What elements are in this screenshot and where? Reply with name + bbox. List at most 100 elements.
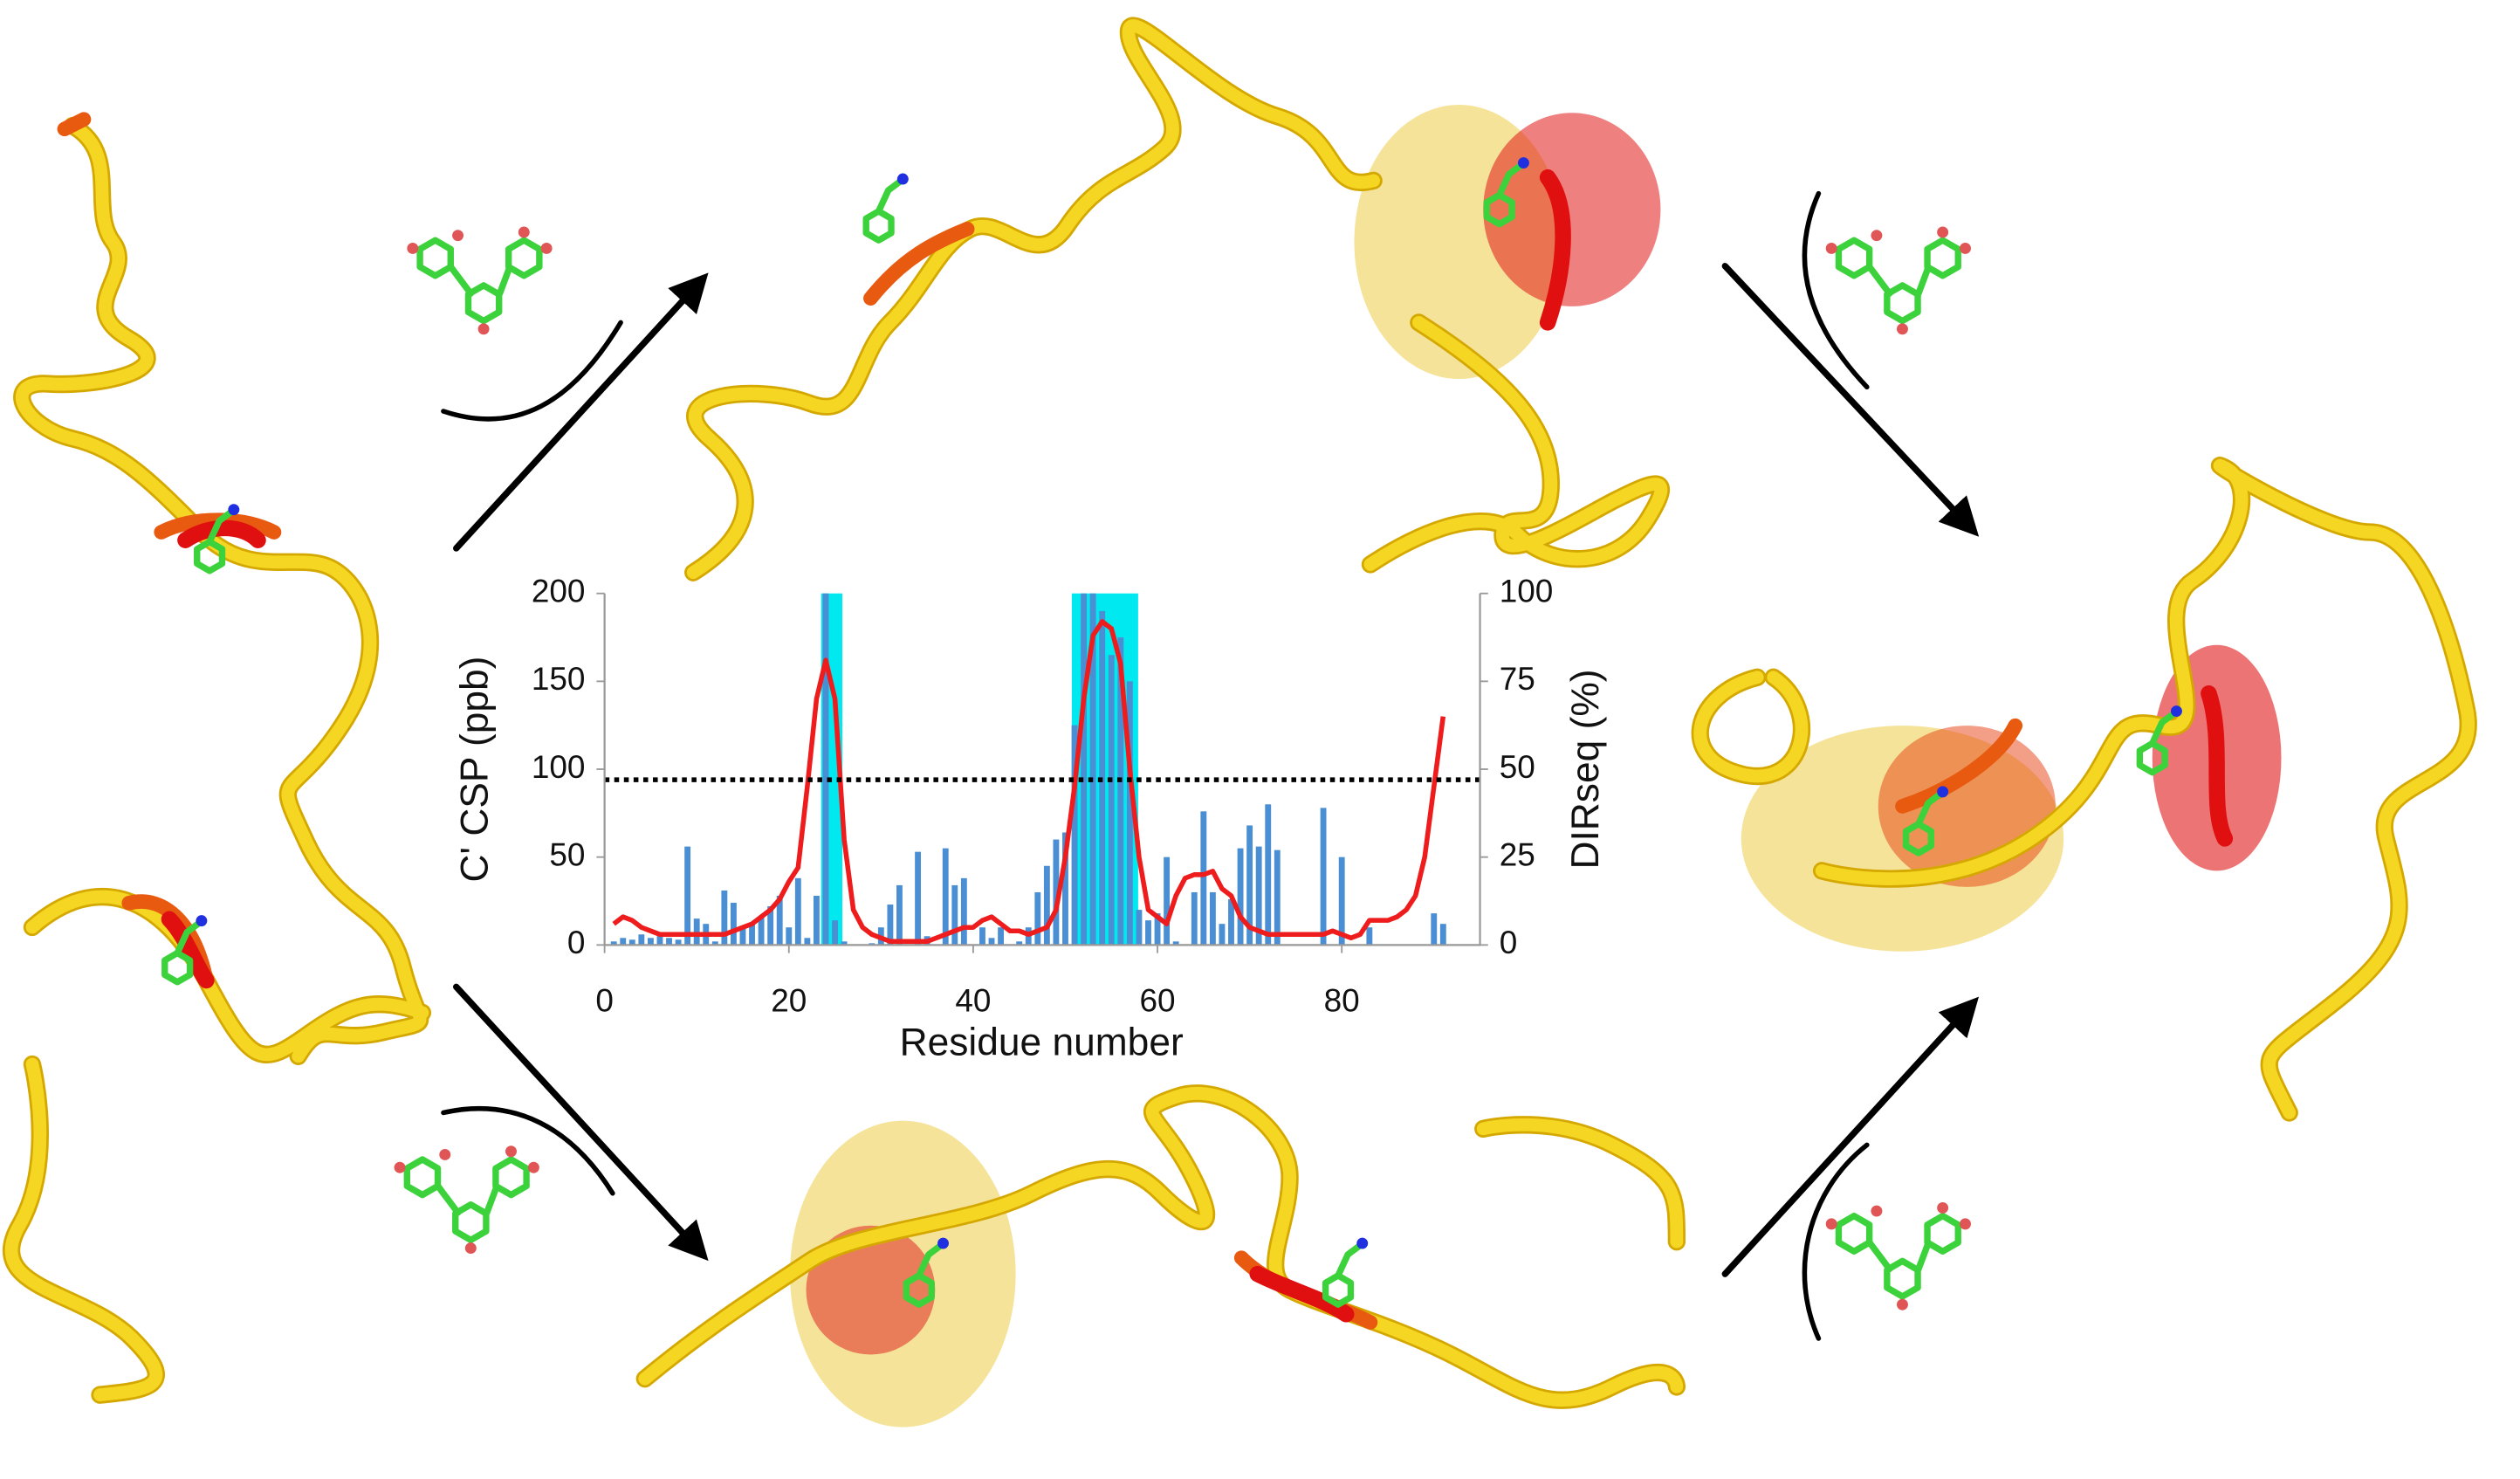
ring	[1902, 821, 1935, 856]
bar	[1043, 865, 1050, 946]
oxygen	[527, 1161, 539, 1173]
ring	[161, 949, 194, 986]
x-axis-title: Residue number	[900, 1022, 1184, 1064]
bar	[1071, 725, 1078, 946]
x-tick-label: 60	[1140, 983, 1176, 1019]
bar	[1237, 848, 1244, 946]
bar	[804, 938, 811, 946]
oxygen	[1960, 242, 1971, 254]
chart: 0 50 100 150 200 0 25 50 75 100 0 20 40 60 80	[532, 573, 1554, 1018]
bar	[1108, 655, 1115, 946]
bar	[979, 927, 985, 946]
ring	[1835, 1212, 1873, 1255]
side-chain	[1483, 157, 1529, 228]
bar	[1154, 913, 1161, 946]
bond	[1335, 1242, 1364, 1279]
bond	[1915, 790, 1945, 828]
arrows	[441, 190, 1980, 1341]
bond	[875, 177, 905, 215]
ligands	[161, 157, 2182, 1310]
nitrogen	[196, 915, 208, 927]
bar	[1274, 850, 1281, 946]
oxygen	[1896, 323, 1908, 335]
y-tick-label: 100	[532, 749, 586, 785]
bar	[693, 918, 700, 946]
bar	[822, 593, 829, 946]
bar	[988, 938, 995, 946]
x-tick-label: 0	[595, 983, 614, 1019]
bar	[1246, 825, 1253, 946]
scaled-figure: 0 50 100 150 200 0 25 50 75 100 0 20 40 60 80 Residue …	[3, 17, 2477, 1427]
bar	[951, 884, 958, 946]
bond	[1496, 161, 1526, 199]
bond	[916, 1242, 945, 1279]
y2-tick-label: 25	[1500, 836, 1535, 872]
ligand	[407, 226, 553, 335]
tube-core	[161, 169, 2234, 1323]
bar	[647, 938, 654, 946]
x-tick-label: 80	[1324, 983, 1360, 1019]
side-chain	[1322, 1237, 1369, 1308]
ring	[403, 1156, 442, 1199]
oxygen	[1825, 242, 1837, 254]
bar	[1089, 593, 1096, 946]
nitrogen	[896, 173, 909, 185]
y-axis-title: C' CSP (ppb)	[453, 657, 496, 883]
ring	[1924, 237, 1961, 279]
bar	[1016, 941, 1023, 946]
side-chain	[2136, 705, 2182, 776]
oxygen	[1825, 1218, 1837, 1230]
bar	[721, 890, 728, 946]
bar	[998, 927, 1005, 946]
y-tick-label: 150	[532, 661, 586, 697]
bar	[656, 936, 663, 946]
bar	[1265, 804, 1272, 946]
bar	[1191, 891, 1198, 946]
ring	[1835, 237, 1873, 279]
bar	[832, 920, 838, 946]
bar	[1081, 593, 1088, 946]
plot-area	[604, 593, 1480, 946]
bar	[776, 895, 783, 946]
bar	[786, 927, 793, 946]
bar	[1053, 839, 1060, 946]
bar	[1209, 891, 1216, 946]
oxygen	[452, 230, 464, 242]
oxygen	[1896, 1298, 1908, 1310]
bar	[1200, 811, 1207, 946]
oxygen	[1871, 1205, 1883, 1217]
side-chain	[194, 504, 240, 574]
ring	[1884, 1257, 1921, 1300]
oxygen	[518, 226, 530, 238]
y2-tick-label: 0	[1500, 925, 1518, 960]
bond	[1866, 1240, 1932, 1273]
bar	[1228, 898, 1234, 946]
bar	[1338, 856, 1345, 946]
bar	[767, 906, 774, 946]
ring	[505, 237, 543, 279]
oxygen	[540, 242, 553, 254]
side-chain	[903, 1237, 949, 1308]
bar	[1439, 924, 1446, 946]
y2-tick-label: 100	[1500, 573, 1554, 609]
oxygen	[407, 242, 419, 254]
bond	[1866, 264, 1932, 297]
oxygen	[1960, 1218, 1971, 1230]
ring	[1884, 282, 1921, 325]
bar	[942, 848, 949, 946]
oxygen	[1871, 230, 1883, 242]
side-chain	[161, 915, 208, 986]
nitrogen	[2170, 705, 2182, 717]
oxygen	[505, 1145, 517, 1158]
ligand	[394, 1145, 539, 1255]
oxygen	[439, 1148, 451, 1160]
bar	[675, 939, 682, 946]
bar	[749, 924, 755, 946]
nitrogen	[228, 504, 240, 516]
ring	[416, 237, 454, 279]
x-tick-label: 20	[771, 983, 807, 1019]
ring	[194, 538, 226, 574]
ring	[1322, 1272, 1355, 1308]
bond	[174, 918, 203, 957]
